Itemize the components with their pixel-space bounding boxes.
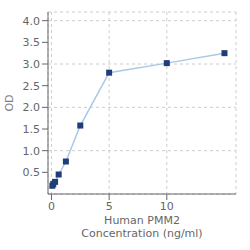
svg-text:3.0: 3.0 [23, 58, 41, 71]
svg-text:10: 10 [160, 200, 174, 213]
svg-text:2.0: 2.0 [23, 101, 41, 114]
svg-text:Human PMM2Concentration (ng/ml: Human PMM2Concentration (ng/ml) [81, 214, 202, 240]
svg-text:2.5: 2.5 [23, 80, 41, 93]
svg-text:OD: OD [8, 94, 16, 111]
svg-text:0.5: 0.5 [23, 166, 41, 179]
svg-text:5: 5 [106, 200, 113, 213]
svg-text:3.5: 3.5 [23, 36, 41, 49]
svg-text:1.5: 1.5 [23, 123, 41, 136]
svg-text:1.0: 1.0 [23, 145, 41, 158]
svg-text:4.0: 4.0 [23, 15, 41, 28]
svg-text:0: 0 [48, 200, 55, 213]
